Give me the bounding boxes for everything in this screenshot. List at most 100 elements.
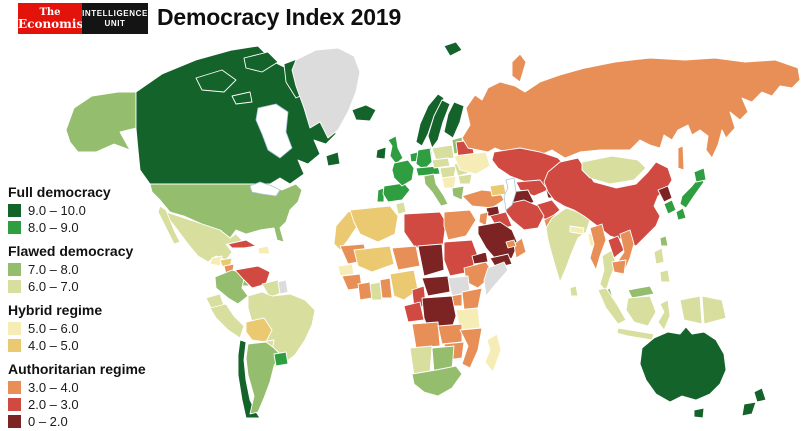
region-portugal [376,187,385,203]
legend-swatch [8,415,21,428]
region-mozambique [459,327,483,369]
region-myanmar [589,223,607,271]
region-finland [443,101,465,139]
region-chile [237,339,261,419]
region-cuba [227,239,257,249]
region-arctic-islands [231,91,253,105]
region-libya [403,211,447,249]
great-lakes [249,181,281,197]
region-japan [675,207,687,221]
region-peru [209,303,245,339]
legend-group-title: Full democracy [8,184,111,200]
legend-item: 9.0 – 10.0 [8,203,160,218]
region-saudi-arabia [477,221,519,263]
legend-swatch [8,322,21,335]
region-mali [353,245,395,273]
region-poland [431,144,455,161]
region-czech-slovakia [431,157,451,169]
region-india [545,207,591,283]
economist-logo: The Economist [18,3,89,34]
region-new-zealand [741,401,757,417]
region-arctic-islands [243,51,279,73]
region-spain [382,182,411,203]
legend-group-title: Flawed democracy [8,243,134,259]
region-caucasus [489,183,507,197]
legend-swatch [8,398,21,411]
legend-swatch [8,339,21,352]
world-map [65,41,801,419]
region-balkans [441,175,457,189]
region-greenland [291,47,361,139]
legend-range-label: 4.0 – 5.0 [28,338,79,353]
legend-item: 4.0 – 5.0 [8,338,160,353]
page-title: Democracy Index 2019 [157,4,402,30]
region-kenya [461,287,483,311]
region-mongolia [581,155,647,185]
legend-group-title: Hybrid regime [8,302,103,318]
legend-range-label: 0 – 2.0 [28,414,68,429]
legend-range-label: 3.0 – 4.0 [28,380,79,395]
legend-item: 8.0 – 9.0 [8,220,160,235]
intelligence-unit-line2: UNIT [104,18,126,28]
legend-swatch [8,263,21,276]
region-germany [415,147,433,171]
region-chad [417,243,445,277]
region-usa [149,183,303,243]
region-central-african-republic [421,275,451,297]
region-nepal [569,225,585,235]
region-somalia [483,261,509,297]
region-new-zealand [753,387,767,403]
region-french-guiana [277,279,289,295]
region-tunisia [395,201,407,215]
region-iceland [351,104,377,122]
region-argentina [245,341,281,415]
intelligence-unit-line1: INTELLIGENCE [82,8,148,18]
region-ukraine [453,151,491,175]
region-australia [639,326,727,403]
region-uzbekistan [515,179,549,197]
region-eritrea [471,251,489,265]
legend-item: 6.0 – 7.0 [8,279,160,294]
region-tasmania [693,407,705,419]
legend-range-label: 6.0 – 7.0 [28,279,79,294]
region-taiwan [659,235,669,247]
region-gabon-congo [403,301,425,323]
region-greece [451,185,465,201]
region-japan [693,167,707,183]
region-newfoundland [325,151,341,167]
legend-item: 0 – 2.0 [8,414,160,429]
region-indonesia [625,295,657,327]
legend-range-label: 8.0 – 9.0 [28,220,79,235]
legend-item: 7.0 – 8.0 [8,262,160,277]
region-indonesia [657,299,671,331]
region-svalbard [443,41,463,57]
region-china [543,157,673,247]
legend-range-label: 7.0 – 8.0 [28,262,79,277]
region-senegal [337,263,355,277]
region-nigeria [389,269,419,301]
region-benin-togo [379,277,393,299]
legend-swatch [8,280,21,293]
region-ghana [369,281,383,301]
region-italy [423,173,449,207]
intelligence-unit-logo: INTELLIGENCE UNIT [82,3,148,34]
region-indonesia [597,287,627,325]
caspian-sea [503,177,517,211]
region-papua-new-guinea [701,295,727,325]
region-iran [505,199,545,231]
region-switzerland-austria [415,165,441,177]
region-sri-lanka [569,285,579,297]
legend-group-title: Authoritarian regime [8,361,146,377]
region-egypt [443,209,477,241]
legend-item: 5.0 – 6.0 [8,321,160,336]
legend-item: 2.0 – 3.0 [8,397,160,412]
legend-swatch [8,204,21,217]
region-norway [415,93,445,147]
legend-range-label: 2.0 – 3.0 [28,397,79,412]
economist-logo-line2: Economist [18,17,89,31]
legend-range-label: 5.0 – 6.0 [28,321,79,336]
legend: Full democracy 9.0 – 10.0 8.0 – 9.0 Flawed … [8,184,160,431]
region-hispaniola [257,245,271,255]
economist-logo-line1: The [39,7,61,18]
region-philippines [659,269,671,283]
